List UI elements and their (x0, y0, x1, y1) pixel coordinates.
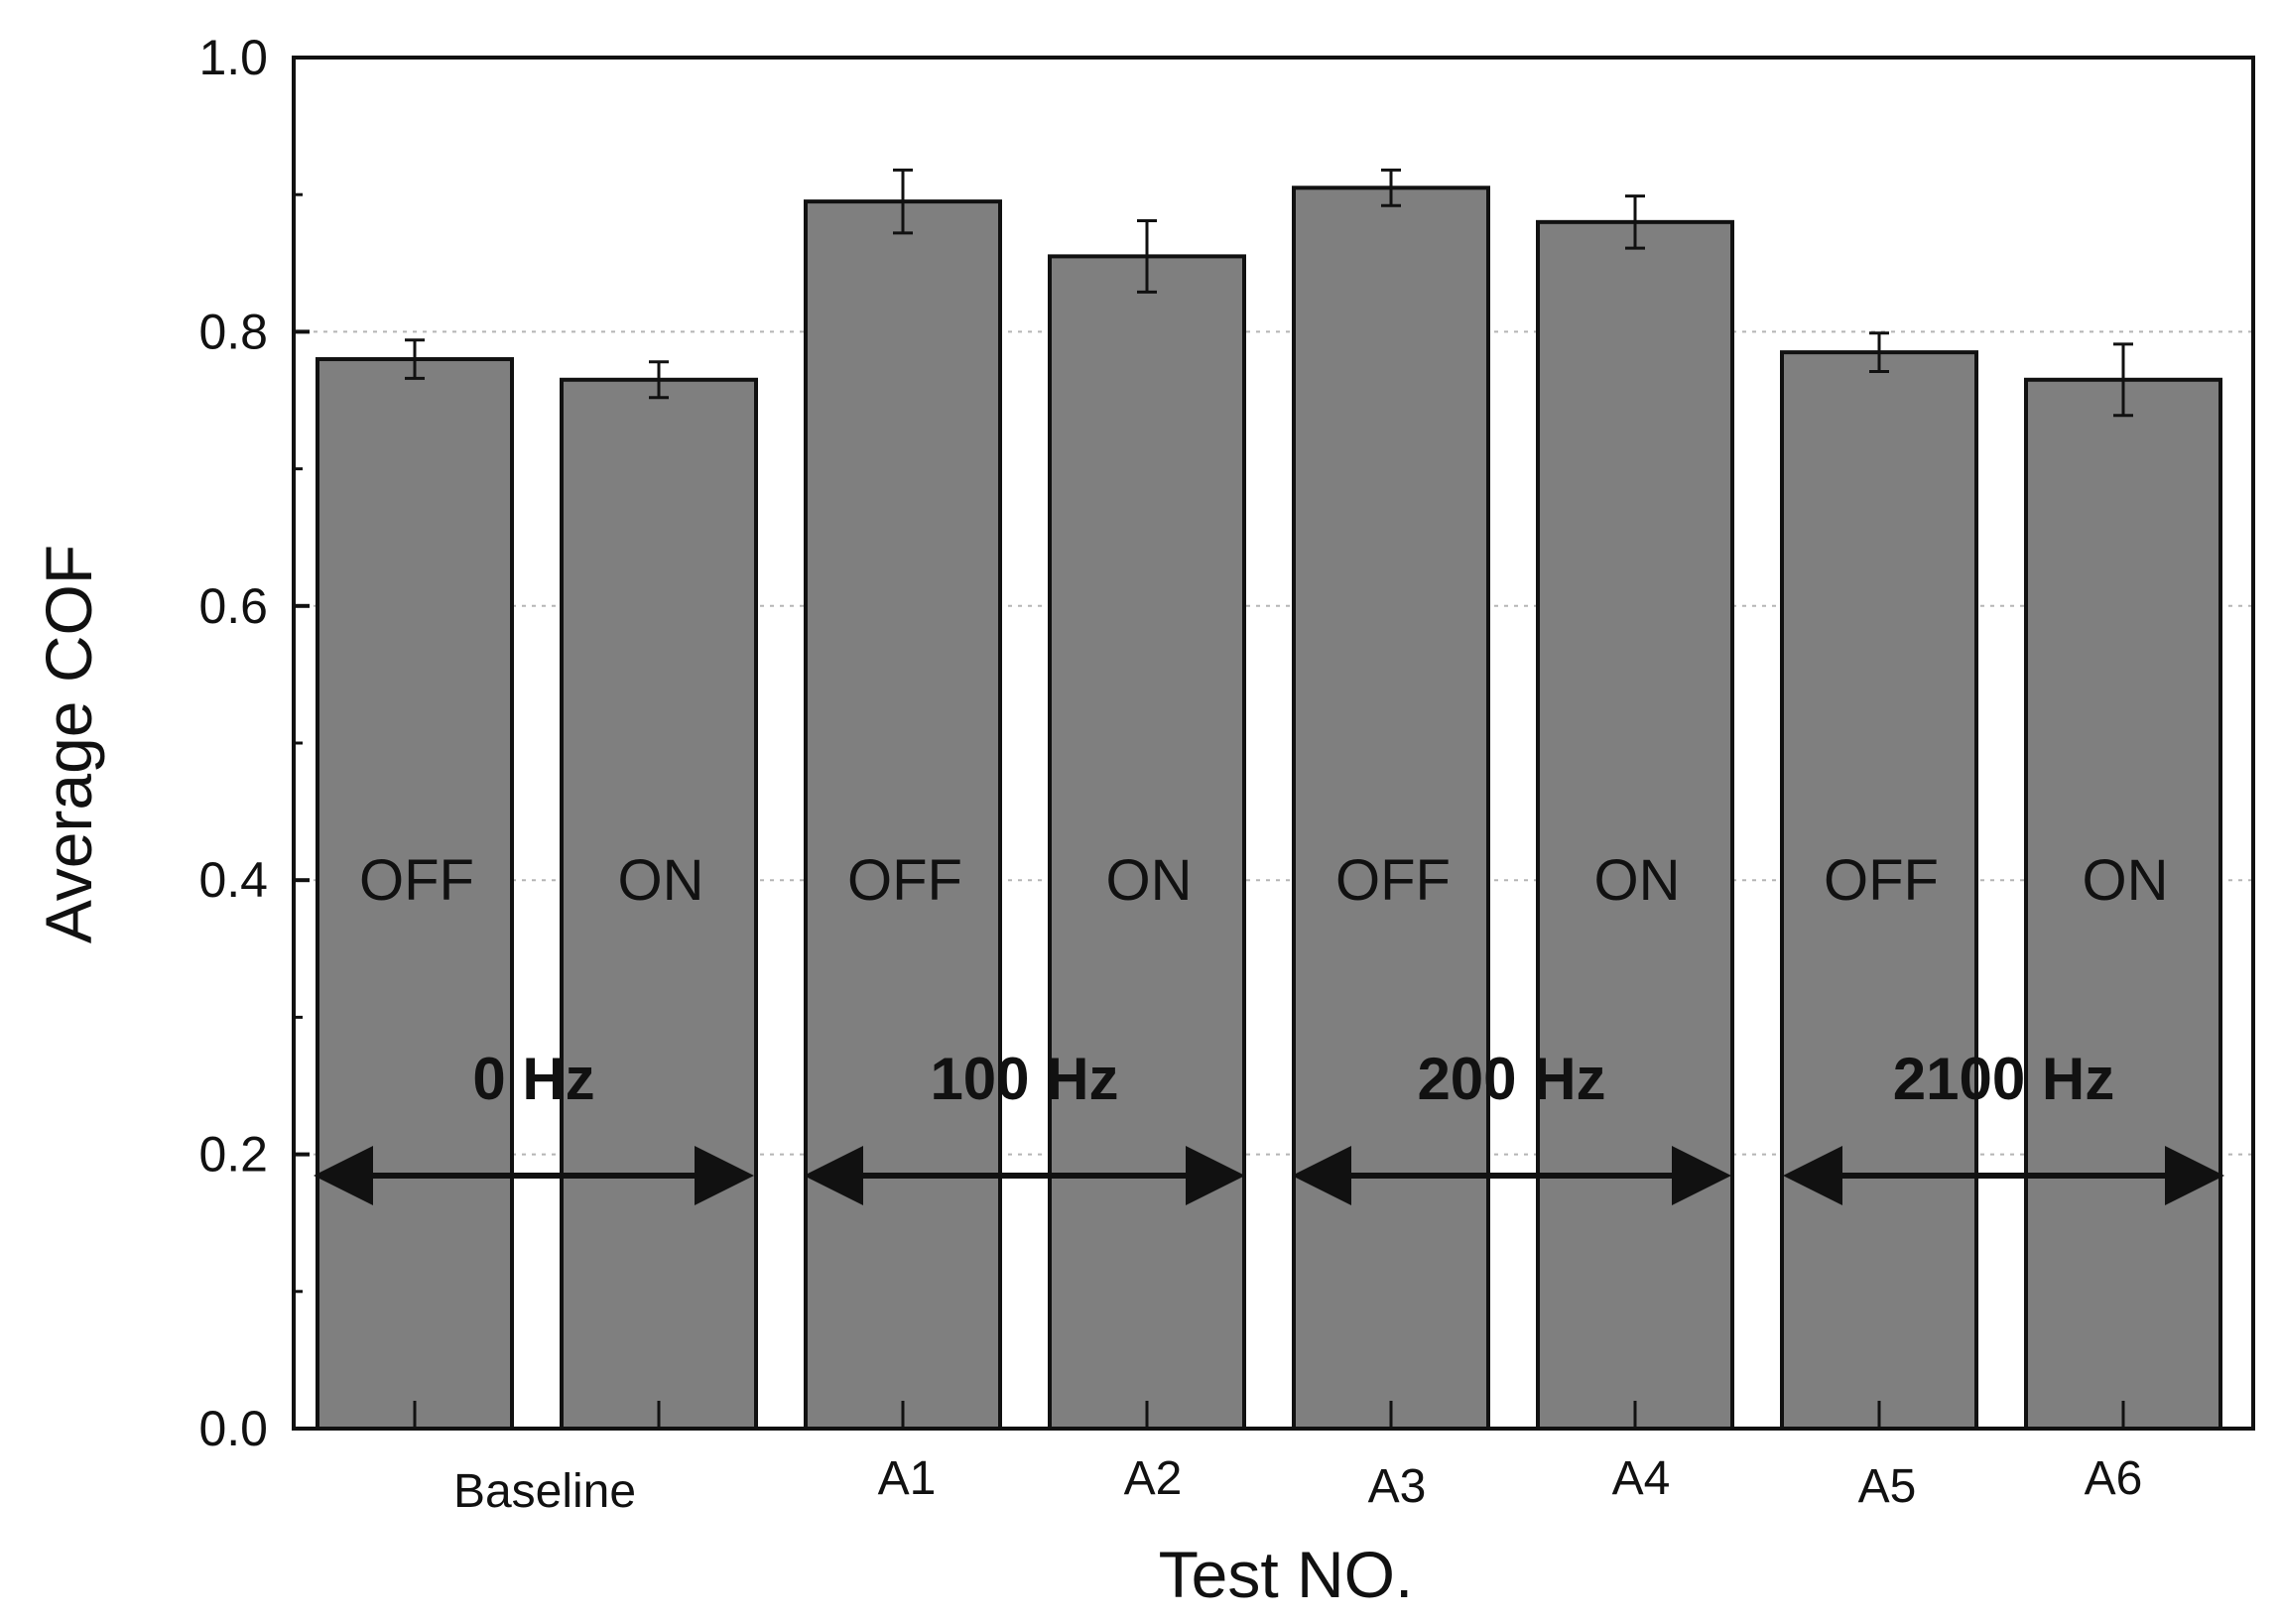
bar-state-label: ON (2083, 848, 2169, 913)
y-tick-label: 0.4 (198, 852, 268, 908)
bar (1048, 254, 1246, 1431)
y-tick-label: 0.6 (198, 578, 268, 634)
x-category-label: A1 (878, 1452, 937, 1505)
bar-state-label: OFF (847, 848, 962, 913)
bar-state-label: ON (1594, 848, 1681, 913)
group-frequency-label: 200 Hz (1417, 1046, 1605, 1112)
x-category-label: A3 (1368, 1460, 1427, 1513)
y-axis-title: Average COF (32, 545, 105, 943)
bar (2024, 377, 2222, 1431)
bar-state-label: ON (618, 848, 704, 913)
x-category-label: A2 (1124, 1452, 1183, 1505)
bars (316, 186, 2222, 1432)
y-tick-label: 0.8 (198, 304, 268, 359)
group-frequency-label: 100 Hz (930, 1046, 1118, 1112)
x-category-label: A4 (1612, 1452, 1671, 1505)
bar-state-label: OFF (1824, 848, 1939, 913)
x-axis-title: Test NO. (1159, 1538, 1414, 1611)
bar-state-label: OFF (1335, 848, 1451, 913)
bar (1536, 219, 1734, 1432)
bar-state-label: OFF (359, 848, 474, 913)
bar (316, 357, 514, 1431)
bar (1292, 186, 1490, 1431)
overlays: OFF ON OFF ON OFF ON OFF ON 0 Hz 100 Hz 200 Hz 2100… (314, 168, 2224, 1429)
y-tick-label: 0.2 (198, 1127, 268, 1183)
bar-state-label: ON (1106, 848, 1193, 913)
axes: 0.0 0.2 0.4 0.6 0.8 1.0 Baseline A1 A2 A3 A4 A5 A6 (198, 30, 2142, 1518)
group-frequency-label: 0 Hz (472, 1046, 594, 1112)
x-category-label: A5 (1858, 1460, 1917, 1513)
y-tick-label: 0.0 (198, 1401, 268, 1456)
x-category-label: Baseline (453, 1465, 636, 1518)
x-category-label: A6 (2085, 1452, 2143, 1505)
bar (804, 199, 1002, 1432)
bar (560, 377, 758, 1431)
group-frequency-label: 2100 Hz (1893, 1046, 2114, 1112)
y-tick-label: 1.0 (198, 30, 268, 85)
